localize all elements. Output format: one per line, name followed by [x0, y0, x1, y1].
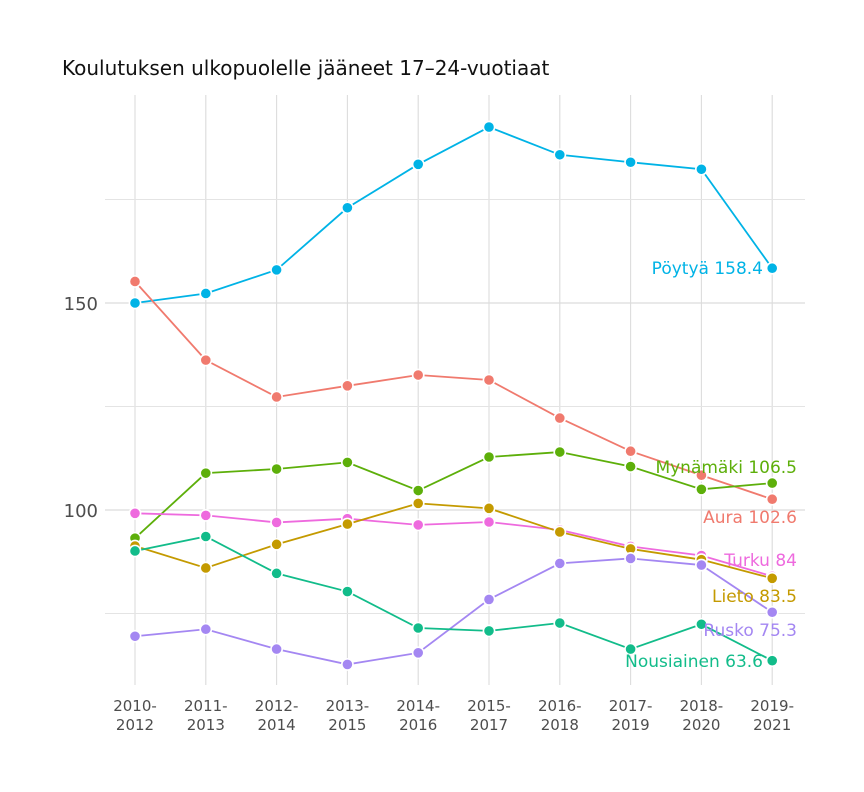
data-point — [411, 484, 425, 497]
data-point — [128, 275, 142, 288]
series-line — [134, 535, 773, 662]
x-tick-label: 2015-2017 — [467, 697, 511, 734]
data-point — [340, 585, 354, 598]
data-point — [765, 571, 779, 585]
data-point — [624, 460, 637, 473]
series-aura — [128, 275, 779, 506]
data-point — [411, 621, 425, 635]
data-point — [199, 466, 213, 480]
data-point — [270, 263, 283, 277]
data-point — [270, 516, 283, 529]
data-point — [765, 492, 779, 506]
y-tick-label: 150 — [64, 294, 98, 315]
data-point — [199, 561, 213, 575]
series-end-label: Mynämäki 106.5 — [655, 458, 797, 478]
data-point — [765, 476, 779, 490]
data-point — [411, 157, 425, 171]
data-point — [482, 515, 496, 529]
data-point — [128, 629, 142, 643]
data-point — [695, 558, 708, 572]
data-point — [340, 201, 354, 215]
data-point — [765, 654, 779, 668]
data-point — [624, 444, 637, 458]
series-end-label: Turku 84 — [723, 551, 797, 571]
data-point — [270, 642, 283, 656]
data-point — [695, 482, 708, 496]
data-point — [340, 455, 354, 469]
data-point — [553, 148, 567, 162]
series-line — [134, 557, 773, 666]
data-point — [270, 462, 283, 476]
x-tick-label: 2011-2013 — [184, 697, 228, 734]
data-point — [340, 658, 354, 671]
series-line — [134, 502, 773, 580]
data-point — [199, 530, 213, 543]
series-pöytyä — [128, 120, 779, 310]
x-tick-label: 2017-2019 — [609, 697, 653, 734]
data-point — [411, 368, 425, 382]
data-point — [340, 517, 354, 531]
data-point — [482, 624, 496, 638]
series-lieto — [128, 496, 779, 585]
x-tick-label: 2012-2014 — [255, 697, 299, 734]
data-point — [340, 379, 354, 393]
series-rusko — [128, 552, 779, 671]
data-point — [199, 353, 213, 367]
series-end-label: Rusko 75.3 — [703, 621, 797, 641]
data-point — [270, 566, 283, 580]
data-point — [128, 296, 142, 310]
series-line — [134, 126, 773, 304]
x-tick-label: 2014-2016 — [396, 697, 440, 734]
data-point — [624, 552, 637, 565]
data-point — [199, 287, 213, 300]
x-tick-label: 2016-2018 — [538, 697, 582, 734]
data-point — [624, 642, 637, 656]
x-tick-label: 2018-2020 — [680, 697, 724, 734]
y-tick-label: 100 — [64, 501, 98, 522]
data-point — [199, 622, 213, 636]
data-point — [411, 518, 425, 532]
data-point — [482, 593, 496, 606]
data-point — [482, 501, 496, 515]
series-line — [134, 512, 773, 578]
series-end-label: Nousiainen 63.6 — [625, 652, 763, 672]
series-turku — [128, 506, 779, 583]
series-line — [134, 280, 773, 501]
series-mynämäki — [128, 445, 779, 545]
x-tick-label: 2013-2015 — [326, 697, 370, 734]
data-point — [765, 605, 779, 619]
data-point — [199, 508, 213, 522]
series-nousiainen — [128, 530, 779, 668]
series-end-label: Lieto 83.5 — [712, 587, 797, 607]
data-point — [482, 450, 496, 464]
data-point — [270, 537, 283, 551]
data-point — [128, 506, 142, 520]
series-end-label: Pöytyä 158.4 — [652, 259, 763, 279]
data-point — [482, 373, 496, 387]
data-point — [482, 120, 496, 134]
data-point — [553, 445, 567, 459]
data-point — [695, 617, 708, 631]
data-point — [553, 411, 567, 425]
data-point — [553, 525, 567, 539]
data-point — [270, 390, 283, 404]
data-point — [695, 468, 708, 482]
data-point — [695, 162, 708, 176]
series-line — [134, 451, 773, 539]
series-end-label: Aura 102.6 — [703, 508, 797, 528]
data-point — [553, 557, 567, 570]
grid-lines — [105, 95, 805, 685]
data-point — [411, 646, 425, 660]
data-point — [624, 155, 637, 169]
data-point — [765, 261, 779, 275]
x-tick-label: 2019-2021 — [750, 697, 794, 734]
data-point — [411, 496, 425, 510]
data-point — [553, 616, 567, 630]
x-tick-label: 2010-2012 — [113, 697, 157, 734]
data-point — [128, 544, 142, 558]
chart-title: Koulutuksen ulkopuolelle jääneet 17–24-v… — [62, 56, 550, 80]
